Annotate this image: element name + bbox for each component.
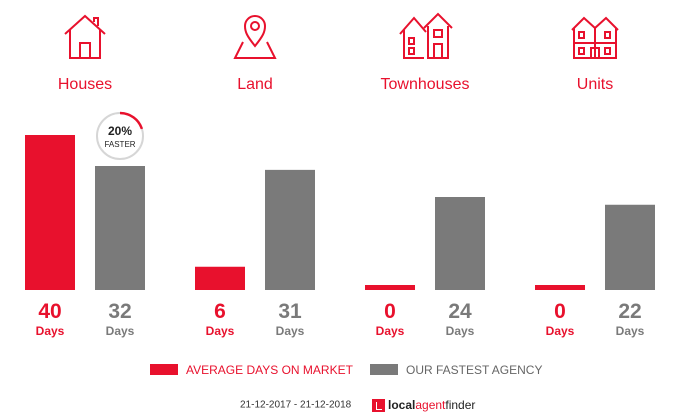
footer: 21-12-2017 - 21-12-2018 localagentfinder	[240, 398, 475, 412]
value-label-agency-houses: 32	[108, 300, 131, 323]
category-label-houses: Houses	[57, 76, 113, 93]
value-label-market-units: 0	[554, 300, 566, 323]
house-icon	[64, 14, 106, 59]
unit-label-agency-townhouses: Days	[446, 324, 475, 338]
value-label-agency-townhouses: 24	[448, 300, 472, 323]
bar-agency-townhouses	[435, 197, 485, 290]
value-label-market-townhouses: 0	[384, 300, 396, 323]
bar-market-units	[535, 285, 585, 290]
logo-text-end: finder	[445, 398, 476, 412]
legend-swatch-market	[150, 364, 178, 376]
bar-agency-land	[265, 169, 315, 290]
value-label-agency-units: 22	[618, 300, 641, 323]
category-label-land: Land	[237, 76, 273, 93]
faster-badge-arc	[119, 111, 144, 130]
legend-item-market: AVERAGE DAYS ON MARKET	[150, 362, 353, 377]
bar-market-land	[195, 266, 245, 290]
date-range: 21-12-2017 - 21-12-2018	[240, 399, 352, 411]
map-pin-icon	[233, 15, 277, 59]
logo-text-bold: local	[387, 398, 416, 412]
value-label-market-houses: 40	[38, 300, 61, 323]
bar-chart: 40Days32Days6Days31Days0Days24Days0Days2…	[25, 111, 655, 338]
unit-label-market-land: Days	[206, 324, 235, 338]
category-houses: Houses	[20, 10, 150, 94]
unit-label-agency-land: Days	[276, 324, 305, 338]
legend-label-market: AVERAGE DAYS ON MARKET	[186, 362, 353, 377]
townhouses-icon	[399, 12, 453, 59]
unit-label-agency-units: Days	[616, 324, 645, 338]
value-label-market-land: 6	[214, 300, 226, 323]
bar-agency-houses	[95, 166, 145, 290]
bar-agency-units	[605, 204, 655, 290]
faster-badge-percent: 20%	[108, 124, 132, 138]
category-townhouses: Townhouses	[360, 10, 490, 94]
logo-text: localagentfinder	[388, 398, 475, 412]
localagentfinder-logo-icon	[371, 398, 385, 412]
category-label-townhouses: Townhouses	[380, 76, 470, 93]
bar-market-houses	[25, 135, 75, 290]
category-units: Units	[530, 10, 660, 94]
category-land: Land	[190, 10, 320, 94]
unit-label-market-houses: Days	[36, 324, 65, 338]
unit-label-market-units: Days	[546, 324, 575, 338]
unit-label-agency-houses: Days	[106, 324, 135, 338]
category-label-units: Units	[576, 76, 614, 93]
faster-badge-text: FASTER	[104, 140, 135, 149]
value-label-agency-land: 31	[278, 300, 302, 323]
legend-item-agency: OUR FASTEST AGENCY	[370, 362, 542, 377]
bar-market-townhouses	[365, 285, 415, 290]
legend-label-agency: OUR FASTEST AGENCY	[406, 362, 543, 377]
unit-label-market-townhouses: Days	[376, 324, 405, 338]
legend-swatch-agency	[370, 364, 398, 376]
units-building-icon	[571, 16, 619, 59]
logo-text-mid: agent	[415, 398, 446, 412]
